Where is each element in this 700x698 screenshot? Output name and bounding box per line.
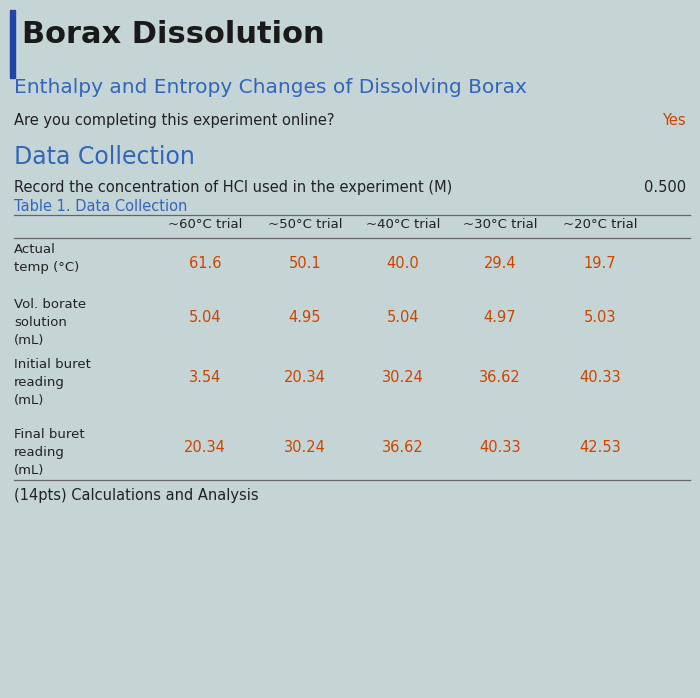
- Text: 40.0: 40.0: [386, 256, 419, 271]
- Text: ~40°C trial: ~40°C trial: [366, 218, 440, 231]
- Text: 40.33: 40.33: [579, 370, 621, 385]
- Text: 30.24: 30.24: [284, 440, 326, 455]
- Text: Record the concentration of HCl used in the experiment (M): Record the concentration of HCl used in …: [14, 180, 452, 195]
- Text: ~60°C trial: ~60°C trial: [168, 218, 242, 231]
- Text: 36.62: 36.62: [382, 440, 424, 455]
- Text: 5.03: 5.03: [584, 310, 616, 325]
- Text: 0.500: 0.500: [644, 180, 686, 195]
- Text: Yes: Yes: [662, 113, 686, 128]
- Text: 20.34: 20.34: [184, 440, 226, 455]
- Text: 40.33: 40.33: [480, 440, 521, 455]
- Text: Are you completing this experiment online?: Are you completing this experiment onlin…: [14, 113, 335, 128]
- Text: 5.04: 5.04: [189, 310, 221, 325]
- Text: 42.53: 42.53: [579, 440, 621, 455]
- Text: 50.1: 50.1: [288, 256, 321, 271]
- Text: 19.7: 19.7: [584, 256, 616, 271]
- Text: Initial buret
reading
(mL): Initial buret reading (mL): [14, 358, 91, 407]
- Text: (14pts) Calculations and Analysis: (14pts) Calculations and Analysis: [14, 488, 258, 503]
- Text: 61.6: 61.6: [189, 256, 221, 271]
- Text: ~30°C trial: ~30°C trial: [463, 218, 538, 231]
- Text: Borax Dissolution: Borax Dissolution: [22, 20, 325, 49]
- Text: ~20°C trial: ~20°C trial: [563, 218, 637, 231]
- Text: 4.97: 4.97: [484, 310, 517, 325]
- Text: Vol. borate
solution
(mL): Vol. borate solution (mL): [14, 298, 86, 347]
- Text: 3.54: 3.54: [189, 370, 221, 385]
- Text: Data Collection: Data Collection: [14, 145, 195, 169]
- Text: 36.62: 36.62: [479, 370, 521, 385]
- Text: 29.4: 29.4: [484, 256, 517, 271]
- Text: Enthalpy and Entropy Changes of Dissolving Borax: Enthalpy and Entropy Changes of Dissolvi…: [14, 78, 527, 97]
- Text: 20.34: 20.34: [284, 370, 326, 385]
- Text: 4.95: 4.95: [288, 310, 321, 325]
- Text: 5.04: 5.04: [386, 310, 419, 325]
- Bar: [10, 10, 15, 78]
- Text: ~50°C trial: ~50°C trial: [267, 218, 342, 231]
- Text: 30.24: 30.24: [382, 370, 424, 385]
- Text: Actual
temp (°C): Actual temp (°C): [14, 243, 79, 274]
- Text: Final buret
reading
(mL): Final buret reading (mL): [14, 428, 85, 477]
- Text: Table 1. Data Collection: Table 1. Data Collection: [14, 199, 188, 214]
